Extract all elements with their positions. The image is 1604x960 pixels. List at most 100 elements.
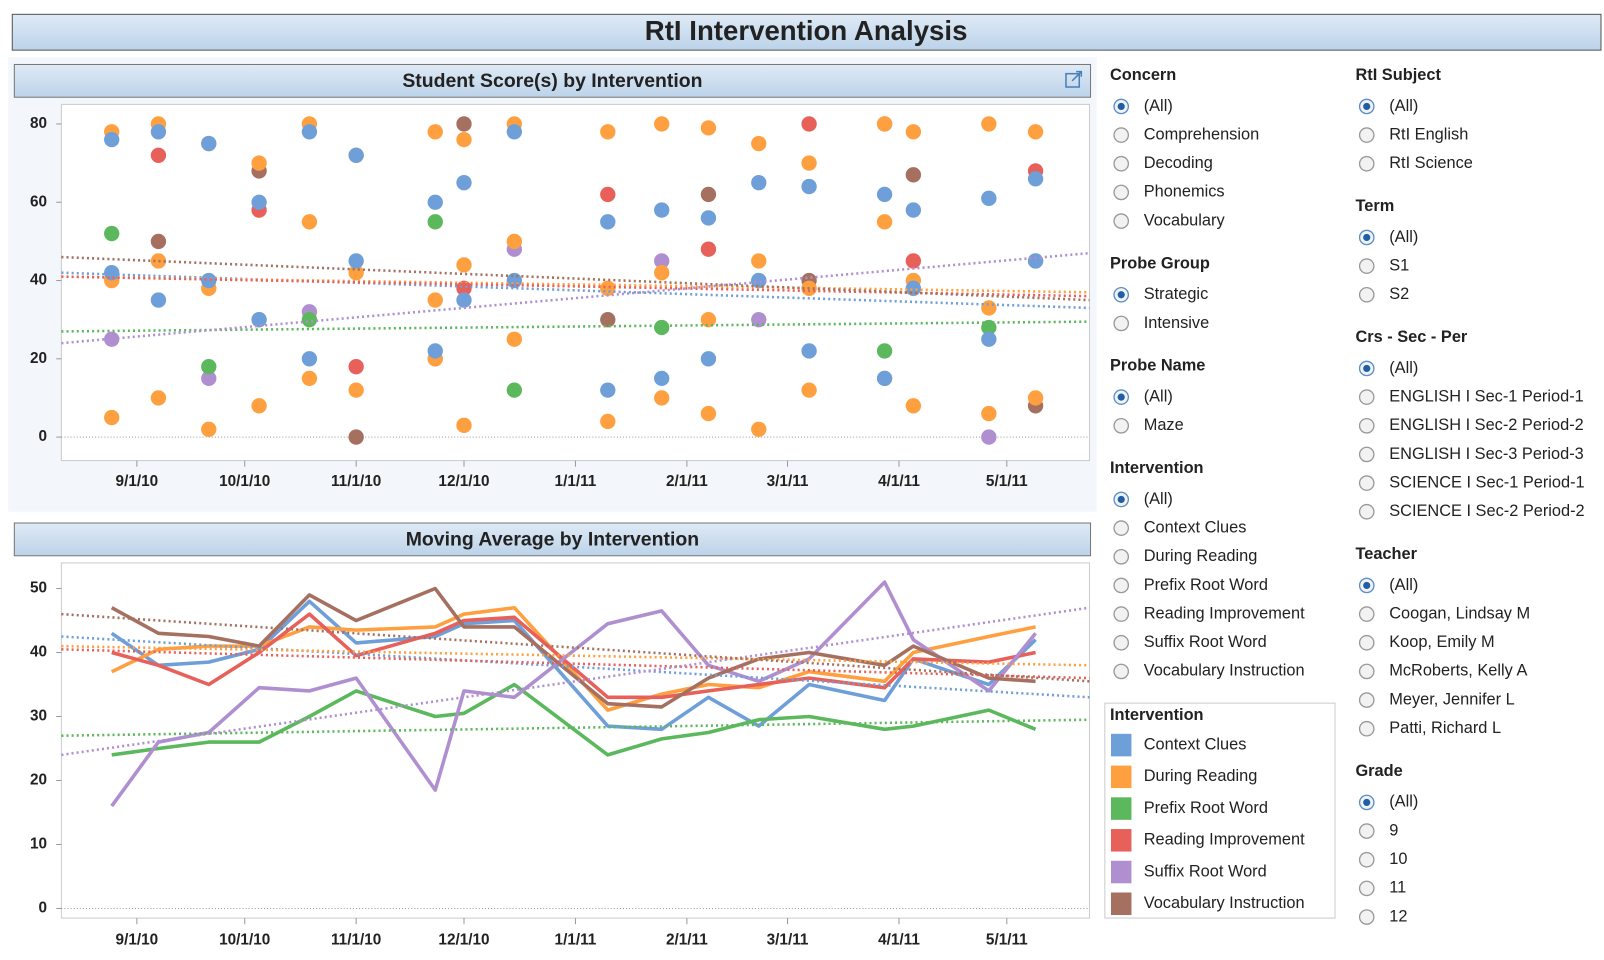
radio-label[interactable]: RtI English <box>1389 125 1468 143</box>
radio-dot[interactable] <box>1117 393 1125 401</box>
radio[interactable] <box>1358 417 1375 434</box>
radio-label[interactable]: (All) <box>1389 97 1418 115</box>
trend-line <box>61 251 1090 345</box>
radio[interactable] <box>1113 606 1130 622</box>
radio[interactable] <box>1358 909 1375 925</box>
point <box>456 280 472 297</box>
radio[interactable] <box>1358 389 1375 405</box>
radio[interactable] <box>1358 634 1375 651</box>
radio[interactable] <box>1358 258 1375 274</box>
filter-title: Crs - Sec - Per <box>1355 328 1467 346</box>
radio-label[interactable]: Koop, Emily M <box>1389 633 1494 651</box>
point <box>801 155 817 171</box>
radio-label[interactable]: McRoberts, Kelly A <box>1389 662 1527 680</box>
radio[interactable] <box>1113 520 1130 536</box>
radio-label[interactable]: Coogan, Lindsay M <box>1389 604 1530 622</box>
radio[interactable] <box>1358 720 1375 737</box>
radio-label[interactable]: S1 <box>1389 256 1409 274</box>
radio-dot[interactable] <box>1363 798 1371 807</box>
radio-label[interactable]: (All) <box>1144 387 1173 405</box>
y-tick-label: 30 <box>30 708 47 725</box>
radio-label[interactable]: During Reading <box>1144 547 1258 565</box>
point <box>104 265 120 281</box>
radio-label[interactable]: (All) <box>1389 576 1418 594</box>
radio-label[interactable]: Comprehension <box>1144 125 1259 143</box>
radio-label[interactable]: Patti, Richard L <box>1389 719 1501 737</box>
radio-label[interactable]: Strategic <box>1144 285 1209 303</box>
radio-dot[interactable] <box>1363 364 1371 373</box>
radio-dot[interactable] <box>1117 291 1125 299</box>
legend-label: Suffix Root Word <box>1144 862 1267 880</box>
point <box>600 124 616 140</box>
radio[interactable] <box>1358 851 1375 868</box>
radio-label[interactable]: (All) <box>1144 490 1173 508</box>
radio-label[interactable]: Context Clues <box>1144 518 1247 536</box>
radio[interactable] <box>1358 155 1375 172</box>
radio[interactable] <box>1358 880 1375 897</box>
radio-label[interactable]: (All) <box>1389 793 1418 811</box>
radio-label[interactable]: Vocabulary <box>1144 211 1226 229</box>
radio[interactable] <box>1113 577 1130 594</box>
x-tick-label: 3/1/11 <box>767 473 809 490</box>
radio[interactable] <box>1113 663 1130 680</box>
title-bar <box>11 13 1602 51</box>
point <box>104 131 120 148</box>
radio[interactable] <box>1358 503 1375 520</box>
radio-label[interactable]: Decoding <box>1144 154 1213 172</box>
radio[interactable] <box>1113 127 1130 143</box>
radio-label[interactable]: ENGLISH I Sec-2 Period-2 <box>1389 416 1584 434</box>
radio[interactable] <box>1358 475 1375 491</box>
radio-label[interactable]: ENGLISH I Sec-3 Period-3 <box>1389 445 1584 463</box>
radio-label[interactable]: Phonemics <box>1144 183 1225 201</box>
point <box>301 351 318 367</box>
radio[interactable] <box>1113 634 1130 651</box>
point <box>876 186 893 203</box>
radio-label[interactable]: SCIENCE I Sec-2 Period-2 <box>1389 502 1584 520</box>
radio-dot[interactable] <box>1117 102 1125 111</box>
radio[interactable] <box>1358 606 1375 622</box>
popout-icon[interactable] <box>1065 70 1083 88</box>
point <box>456 417 472 434</box>
radio[interactable] <box>1358 823 1375 839</box>
radio-label[interactable]: Vocabulary Instruction <box>1144 662 1305 680</box>
radio-label[interactable]: SCIENCE I Sec-1 Period-1 <box>1389 473 1584 491</box>
radio-label[interactable]: Intensive <box>1144 314 1209 332</box>
radio-label[interactable]: (All) <box>1389 359 1418 377</box>
radio[interactable] <box>1358 446 1375 463</box>
point <box>150 233 167 250</box>
radio[interactable] <box>1113 548 1130 565</box>
point <box>905 167 922 183</box>
radio-dot[interactable] <box>1117 495 1125 504</box>
radio-label[interactable]: 11 <box>1389 879 1406 897</box>
radio[interactable] <box>1358 127 1375 143</box>
radio-label[interactable]: RtI Science <box>1389 154 1473 172</box>
radio-label[interactable]: Prefix Root Word <box>1144 576 1268 594</box>
point <box>301 311 318 328</box>
radio-label[interactable]: Reading Improvement <box>1144 604 1305 622</box>
radio[interactable] <box>1113 417 1130 434</box>
radio-label[interactable]: (All) <box>1389 228 1418 246</box>
radio[interactable] <box>1113 315 1130 332</box>
radio[interactable] <box>1113 155 1130 172</box>
radio-dot[interactable] <box>1363 233 1371 242</box>
radio[interactable] <box>1358 692 1375 708</box>
radio-label[interactable]: 10 <box>1389 850 1407 868</box>
point <box>801 382 817 398</box>
legend-swatch <box>1110 860 1132 884</box>
radio[interactable] <box>1358 663 1375 680</box>
radio[interactable] <box>1113 213 1130 229</box>
point <box>348 253 364 269</box>
y-tick-label: 80 <box>30 115 47 132</box>
radio-label[interactable]: ENGLISH I Sec-1 Period-1 <box>1389 387 1584 405</box>
radio-dot[interactable] <box>1363 102 1371 111</box>
radio-label[interactable]: 12 <box>1389 907 1407 925</box>
radio-label[interactable]: (All) <box>1144 97 1173 115</box>
radio-label[interactable]: S2 <box>1389 285 1409 303</box>
radio-label[interactable]: 9 <box>1389 821 1398 839</box>
radio-dot[interactable] <box>1363 581 1371 590</box>
radio[interactable] <box>1358 286 1375 303</box>
radio-label[interactable]: Suffix Root Word <box>1144 633 1267 651</box>
radio-label[interactable]: Meyer, Jennifer L <box>1389 690 1514 708</box>
radio-label[interactable]: Maze <box>1144 416 1184 434</box>
radio[interactable] <box>1113 184 1130 201</box>
